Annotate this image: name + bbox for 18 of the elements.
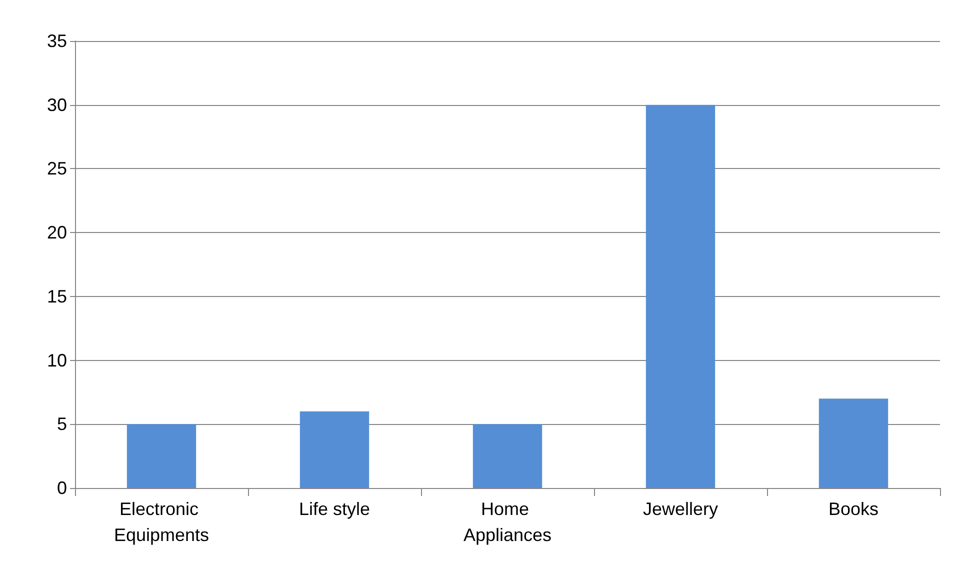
x-tick-label: Life style — [298, 499, 370, 519]
bar — [300, 411, 370, 488]
y-tick-label: 0 — [56, 478, 67, 498]
x-tick-label: Electronic Equipments — [114, 499, 210, 545]
y-tick-label: 30 — [46, 94, 67, 115]
y-tick-label: 20 — [46, 222, 67, 243]
x-tick-label: Books — [828, 499, 879, 519]
y-tick-label: 10 — [46, 350, 67, 370]
y-tick-label: 25 — [46, 158, 67, 179]
y-tick-label: 15 — [46, 286, 67, 306]
x-tick-label: Home Appliances — [463, 499, 552, 545]
y-tick-label: 35 — [46, 31, 67, 51]
bar — [126, 424, 196, 488]
y-tick-label: 5 — [56, 414, 67, 434]
bar — [646, 104, 716, 488]
bar — [472, 424, 542, 488]
x-tick-label: Jewellery — [642, 499, 718, 519]
bar — [818, 398, 888, 488]
